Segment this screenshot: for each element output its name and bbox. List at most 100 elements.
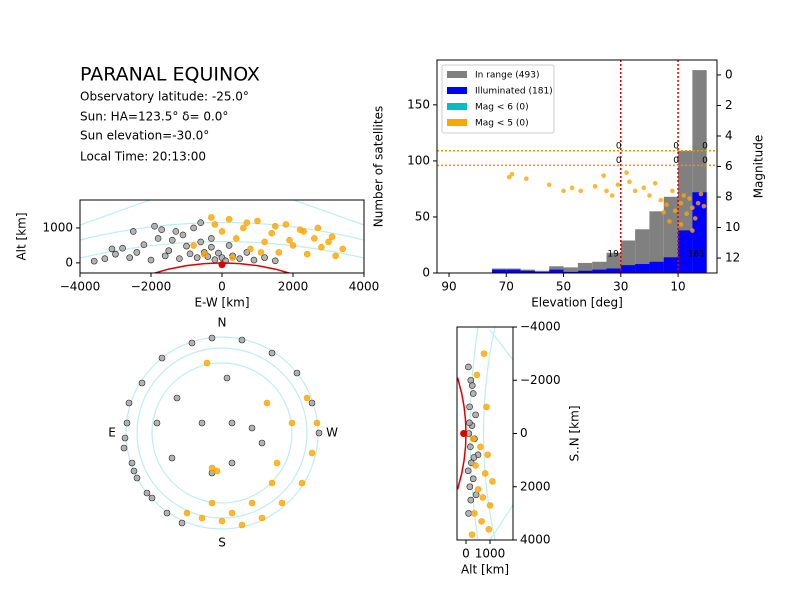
y-tick-label: −4000 xyxy=(520,320,561,334)
axes-frame xyxy=(79,199,365,274)
satellite xyxy=(469,435,477,443)
magnitude-point xyxy=(667,219,672,224)
satellite xyxy=(332,252,339,260)
direction-label: S xyxy=(218,536,226,550)
satellite xyxy=(225,215,233,223)
magnitude-point xyxy=(681,193,687,198)
histogram-bar xyxy=(635,229,650,273)
magnitude-point xyxy=(609,193,615,198)
magnitude-point xyxy=(627,179,632,185)
satellite xyxy=(193,254,201,261)
satellite xyxy=(248,499,256,507)
magnitude-point xyxy=(546,182,552,188)
satellite xyxy=(186,250,194,258)
x-tick-label: 1000 xyxy=(475,547,506,561)
y2-tick-label: 12 xyxy=(725,251,740,265)
satellite xyxy=(465,363,472,371)
count-label: 0 xyxy=(673,141,679,151)
satellite xyxy=(163,509,171,517)
satellite xyxy=(289,242,297,249)
y-tick-label: 0 xyxy=(520,426,528,440)
magnitude-point xyxy=(509,171,515,177)
info-line: Sun elevation=-30.0° xyxy=(80,129,209,143)
satellite xyxy=(178,519,186,527)
satellite xyxy=(480,350,488,357)
satellite xyxy=(228,459,236,467)
magnitude-point xyxy=(670,188,675,194)
x-tick-label: 30 xyxy=(613,280,628,294)
magnitude-point xyxy=(678,222,684,227)
satellite xyxy=(128,459,136,467)
satellite xyxy=(268,229,276,237)
satellite xyxy=(466,419,473,427)
satellite xyxy=(485,526,493,533)
title: PARANAL EQUINOX xyxy=(80,64,260,86)
magnitude-point xyxy=(690,228,695,233)
satellite xyxy=(466,403,473,411)
satellite xyxy=(303,394,311,402)
satellite xyxy=(308,449,316,457)
satellite xyxy=(263,399,271,407)
satellite xyxy=(183,509,191,517)
satellite xyxy=(158,354,166,362)
satellite xyxy=(261,254,268,261)
x-tick-label: 4000 xyxy=(349,280,380,294)
satellite xyxy=(300,228,307,235)
histogram-bar xyxy=(620,265,636,273)
satellite xyxy=(471,510,478,517)
info-line: Local Time: 20:13:00 xyxy=(80,150,206,164)
satellite xyxy=(198,419,206,427)
x-tick-label: −2000 xyxy=(131,280,172,294)
satellite xyxy=(148,494,156,502)
magnitude-point xyxy=(678,200,684,206)
satellite xyxy=(154,235,162,242)
satellite xyxy=(250,256,258,264)
histogram-bar xyxy=(534,271,550,273)
magnitude-point xyxy=(698,191,704,197)
histogram-bar xyxy=(692,192,707,273)
magnitude-point xyxy=(647,193,652,198)
legend-box xyxy=(441,64,555,134)
magnitude-point xyxy=(604,188,609,194)
satellite xyxy=(486,502,494,509)
y2-tick-label: 0 xyxy=(725,67,733,81)
satellite xyxy=(268,479,276,487)
y-tick-label: 4000 xyxy=(520,533,551,547)
count-label: 19 xyxy=(607,249,619,259)
satellite xyxy=(489,478,496,485)
y-axis-label: Alt [km] xyxy=(15,212,29,260)
satellite xyxy=(240,224,247,232)
satellite xyxy=(268,349,276,357)
y2-tick-label: 6 xyxy=(725,159,733,173)
satellite xyxy=(147,256,155,264)
satellite xyxy=(197,238,204,246)
plot-area xyxy=(457,350,496,538)
satellite xyxy=(243,219,251,227)
satellite xyxy=(470,454,478,461)
satellite xyxy=(120,444,128,452)
magnitude-point xyxy=(661,209,667,215)
satellite xyxy=(465,510,472,517)
satellite xyxy=(271,257,279,265)
satellite xyxy=(121,434,129,442)
y-axis-label: Number of satellites xyxy=(372,106,386,227)
satellite xyxy=(261,238,268,246)
satellite xyxy=(129,228,137,235)
satellite xyxy=(211,221,219,228)
y-tick-label: 150 xyxy=(407,97,430,111)
y2-tick-label: 10 xyxy=(725,220,740,234)
x-axis-label: Alt [km] xyxy=(461,563,509,577)
legend-label: Mag < 5 (0) xyxy=(475,119,529,129)
x-tick-label: 0 xyxy=(218,280,226,294)
magnitude-point xyxy=(615,182,621,188)
y-tick-label: 50 xyxy=(415,209,430,223)
histogram-bar xyxy=(606,252,621,273)
count-label: 0 xyxy=(616,141,622,151)
satellite xyxy=(339,245,347,253)
satellite xyxy=(254,217,261,225)
y2-axis-label: Magnitude xyxy=(752,135,766,199)
magnitude-point xyxy=(506,174,512,180)
satellite xyxy=(328,233,336,240)
satellite xyxy=(473,371,481,379)
satellite xyxy=(286,236,293,244)
